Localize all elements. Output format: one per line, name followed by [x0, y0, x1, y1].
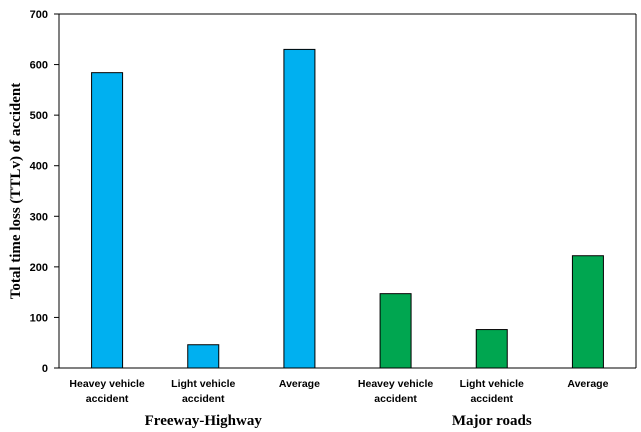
x-tick-label: accident [374, 393, 417, 405]
x-tick-label: accident [470, 393, 513, 405]
y-tick-label: 400 [30, 161, 48, 173]
bar [187, 344, 220, 369]
bar [91, 72, 124, 369]
y-axis-title: Total time loss (TTLv) of accident [8, 83, 24, 300]
bar [283, 48, 316, 369]
y-tick-label: 100 [30, 312, 48, 324]
y-tick-label: 200 [30, 262, 48, 274]
x-tick-label: Heavey vehicle [358, 378, 433, 390]
x-tick-label: Heavey vehicle [69, 378, 144, 390]
y-tick-label: 300 [30, 211, 48, 223]
bars [91, 48, 604, 369]
x-tick-label: Average [567, 378, 608, 390]
group-label: Major roads [452, 413, 532, 429]
y-tick-label: 700 [30, 9, 48, 21]
y-tick-label: 0 [42, 363, 48, 375]
y-tick-label: 600 [30, 60, 48, 72]
x-tick-label: Light vehicle [171, 378, 235, 390]
x-tick-label: Light vehicle [460, 378, 524, 390]
group-labels: Freeway-Highway Major roads [145, 413, 532, 429]
x-tick-label: accident [182, 393, 225, 405]
x-tick-label: Average [279, 378, 320, 390]
axes [58, 13, 637, 369]
bar [379, 293, 412, 369]
bar [475, 329, 508, 369]
y-axis-ticks: 0 100 200 300 400 500 600 700 [30, 9, 59, 375]
x-axis-labels: Heavey vehicle accident Light vehicle accid… [69, 378, 608, 405]
y-tick-label: 500 [30, 110, 48, 122]
bar [571, 255, 604, 369]
group-label: Freeway-Highway [145, 413, 263, 429]
x-tick-label: accident [86, 393, 129, 405]
